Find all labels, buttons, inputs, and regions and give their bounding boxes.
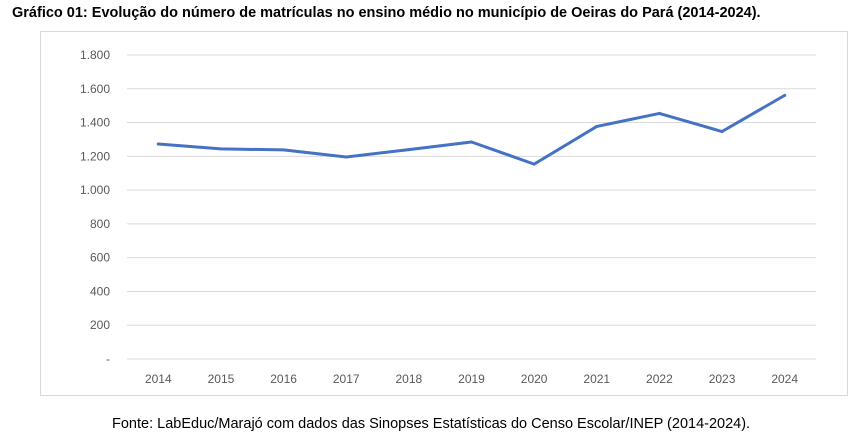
y-tick-label: 600	[90, 251, 110, 265]
y-tick-label: 400	[90, 284, 110, 298]
x-tick-label: 2020	[521, 372, 548, 386]
x-tick-label: 2014	[145, 372, 172, 386]
data-point	[344, 155, 348, 159]
data-point	[219, 147, 223, 151]
x-tick-label: 2017	[333, 372, 360, 386]
x-tick-label: 2024	[771, 372, 798, 386]
y-tick-label: 1.600	[80, 82, 110, 96]
y-tick-label: 1.400	[80, 116, 110, 130]
data-point	[720, 130, 724, 134]
chart-frame	[40, 31, 848, 396]
y-tick-label: 1.000	[80, 183, 110, 197]
x-tick-label: 2019	[458, 372, 485, 386]
x-tick-label: 2022	[646, 372, 673, 386]
x-tick-label: 2015	[208, 372, 235, 386]
x-tick-label: 2018	[396, 372, 423, 386]
x-tick-label: 2021	[583, 372, 610, 386]
y-tick-label: -	[106, 352, 110, 366]
data-point	[532, 162, 536, 166]
y-tick-label: 1.800	[80, 48, 110, 62]
chart-title: Gráfico 01: Evolução do número de matríc…	[12, 5, 761, 21]
data-point	[156, 142, 160, 146]
chart-source: Fonte: LabEduc/Marajó com dados das Sino…	[112, 416, 751, 432]
data-point	[407, 148, 411, 152]
data-point	[783, 93, 787, 97]
y-tick-label: 200	[90, 318, 110, 332]
data-point	[657, 111, 661, 115]
x-tick-label: 2023	[709, 372, 736, 386]
data-point	[595, 124, 599, 128]
data-point	[470, 140, 473, 144]
y-tick-label: 1.200	[80, 149, 110, 163]
y-tick-label: 800	[90, 217, 110, 231]
series-line	[156, 93, 787, 166]
data-point	[282, 148, 286, 152]
x-tick-label: 2016	[270, 372, 297, 386]
